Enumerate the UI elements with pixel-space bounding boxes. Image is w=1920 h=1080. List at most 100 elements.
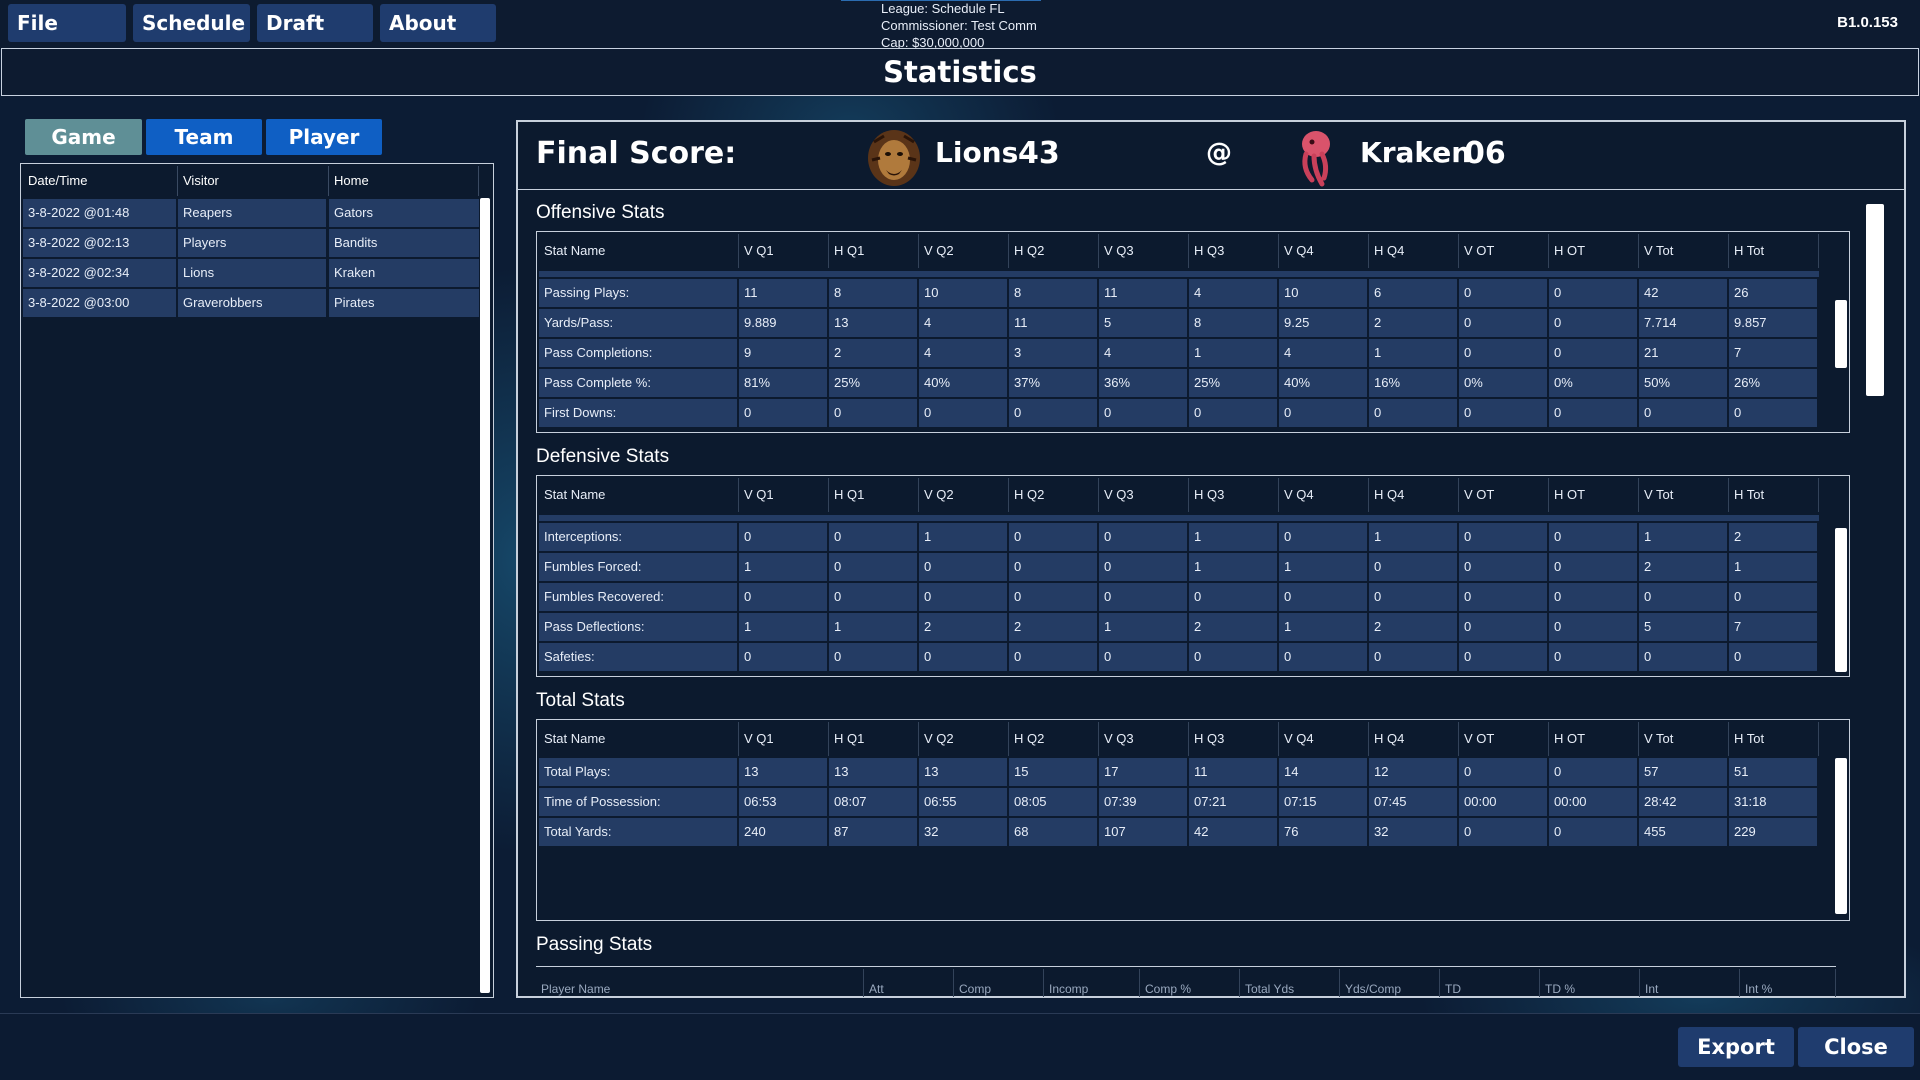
column-header-h-q1[interactable]: H Q1 <box>829 478 919 512</box>
salary-cap: Cap: $30,000,000 <box>881 35 985 50</box>
column-header-stat-name[interactable]: Stat Name <box>539 722 739 756</box>
top-menu-bar: File Schedule Draft About League: Schedu… <box>0 0 1920 50</box>
stat-value-cell: 0 <box>1459 553 1547 581</box>
column-header-int[interactable]: Int <box>1640 969 1740 997</box>
column-header-v-q1[interactable]: V Q1 <box>739 478 829 512</box>
column-header-v-q3[interactable]: V Q3 <box>1099 478 1189 512</box>
game-datetime: 3-8-2022 @02:34 <box>23 259 176 287</box>
total-scrollbar[interactable] <box>1835 758 1847 914</box>
commissioner-name: Commissioner: Test Comm <box>881 18 1037 33</box>
column-header-v-q1[interactable]: V Q1 <box>739 234 829 268</box>
game-stats-panel: Final Score: Lions 43 @ Kraken 06 Offens… <box>516 120 1906 998</box>
stat-value-cell: 0 <box>1459 613 1547 641</box>
game-row[interactable]: 3-8-2022 @01:48 Reapers Gators <box>23 199 479 227</box>
game-row[interactable]: 3-8-2022 @02:34 Lions Kraken <box>23 259 479 287</box>
column-header-v-q3[interactable]: V Q3 <box>1099 722 1189 756</box>
column-header-h-tot[interactable]: H Tot <box>1729 478 1819 512</box>
defensive-scrollbar[interactable] <box>1835 528 1847 672</box>
stats-panel-scrollbar[interactable] <box>1866 204 1884 396</box>
visitor-score: 43 <box>1018 136 1060 171</box>
column-header-total-yds[interactable]: Total Yds <box>1240 969 1340 997</box>
column-header-stat-name[interactable]: Stat Name <box>539 478 739 512</box>
column-header-h-q1[interactable]: H Q1 <box>829 722 919 756</box>
stat-value-cell: 5 <box>1639 613 1727 641</box>
game-home: Gators <box>329 199 479 227</box>
column-header-v-ot[interactable]: V OT <box>1459 234 1549 268</box>
column-header-td-pct[interactable]: TD % <box>1540 969 1640 997</box>
column-header-h-ot[interactable]: H OT <box>1549 234 1639 268</box>
column-header-v-tot[interactable]: V Tot <box>1639 478 1729 512</box>
games-scrollbar[interactable] <box>480 198 490 993</box>
column-header-player-name[interactable]: Player Name <box>536 969 864 997</box>
column-header-h-ot[interactable]: H OT <box>1549 722 1639 756</box>
table-row: Total Yards: 240 87 32 68 107 42 76 32 0… <box>539 818 1819 846</box>
game-row[interactable]: 3-8-2022 @02:13 Players Bandits <box>23 229 479 257</box>
bottom-action-bar: Export Close <box>0 1013 1920 1080</box>
column-header-datetime[interactable]: Date/Time <box>23 166 178 196</box>
column-header-h-tot[interactable]: H Tot <box>1729 234 1819 268</box>
draft-menu-button[interactable]: Draft <box>257 4 373 42</box>
column-header-visitor[interactable]: Visitor <box>178 166 329 196</box>
stat-value-cell: 40% <box>919 369 1007 397</box>
file-menu-button[interactable]: File <box>8 4 126 42</box>
stat-value-cell: 11 <box>739 279 827 307</box>
stat-value-cell: 0 <box>829 523 917 551</box>
column-header-comp[interactable]: Comp <box>954 969 1044 997</box>
column-header-v-q1[interactable]: V Q1 <box>739 722 829 756</box>
stat-value-cell: 68 <box>1009 818 1097 846</box>
stat-value-cell: 42 <box>1189 818 1277 846</box>
column-header-v-q4[interactable]: V Q4 <box>1279 234 1369 268</box>
tab-team[interactable]: Team <box>146 119 262 155</box>
column-header-v-q4[interactable]: V Q4 <box>1279 478 1369 512</box>
column-header-h-q2[interactable]: H Q2 <box>1009 722 1099 756</box>
schedule-menu-button[interactable]: Schedule <box>133 4 250 42</box>
tab-player[interactable]: Player <box>266 119 382 155</box>
about-menu-button[interactable]: About <box>380 4 496 42</box>
export-button[interactable]: Export <box>1678 1027 1794 1067</box>
tab-game[interactable]: Game <box>25 119 142 155</box>
column-header-v-q2[interactable]: V Q2 <box>919 722 1009 756</box>
stat-value-cell: 0 <box>739 643 827 671</box>
column-header-td[interactable]: TD <box>1440 969 1540 997</box>
column-header-v-ot[interactable]: V OT <box>1459 478 1549 512</box>
column-header-h-q3[interactable]: H Q3 <box>1189 722 1279 756</box>
table-row: Fumbles Forced: 1 0 0 0 0 1 1 0 0 0 2 1 <box>539 553 1819 581</box>
column-header-att[interactable]: Att <box>864 969 954 997</box>
stat-value-cell: 1 <box>919 523 1007 551</box>
stat-value-cell: 25% <box>1189 369 1277 397</box>
column-header-incomp[interactable]: Incomp <box>1044 969 1140 997</box>
offensive-scrollbar[interactable] <box>1835 300 1847 368</box>
column-header-h-q3[interactable]: H Q3 <box>1189 478 1279 512</box>
column-header-v-ot[interactable]: V OT <box>1459 722 1549 756</box>
column-header-v-q2[interactable]: V Q2 <box>919 234 1009 268</box>
column-header-h-q4[interactable]: H Q4 <box>1369 234 1459 268</box>
column-header-h-q2[interactable]: H Q2 <box>1009 478 1099 512</box>
close-button[interactable]: Close <box>1798 1027 1914 1067</box>
column-header-int-pct[interactable]: Int % <box>1740 969 1836 997</box>
column-header-h-q3[interactable]: H Q3 <box>1189 234 1279 268</box>
column-header-comp-pct[interactable]: Comp % <box>1140 969 1240 997</box>
column-header-h-q2[interactable]: H Q2 <box>1009 234 1099 268</box>
column-header-h-q4[interactable]: H Q4 <box>1369 478 1459 512</box>
stat-name-cell: Total Yards: <box>539 818 737 846</box>
stat-value-cell: 1 <box>1189 553 1277 581</box>
column-header-v-q3[interactable]: V Q3 <box>1099 234 1189 268</box>
game-row[interactable]: 3-8-2022 @03:00 Graverobbers Pirates <box>23 289 479 317</box>
column-header-home[interactable]: Home <box>329 166 479 196</box>
column-header-h-tot[interactable]: H Tot <box>1729 722 1819 756</box>
stat-value-cell: 4 <box>1099 339 1187 367</box>
column-header-yds-comp[interactable]: Yds/Comp <box>1340 969 1440 997</box>
column-header-h-q1[interactable]: H Q1 <box>829 234 919 268</box>
column-header-h-q4[interactable]: H Q4 <box>1369 722 1459 756</box>
stat-value-cell: 1 <box>1189 523 1277 551</box>
column-header-h-ot[interactable]: H OT <box>1549 478 1639 512</box>
column-header-stat-name[interactable]: Stat Name <box>539 234 739 268</box>
stat-value-cell: 81% <box>739 369 827 397</box>
column-header-v-q2[interactable]: V Q2 <box>919 478 1009 512</box>
stat-value-cell: 2 <box>1189 613 1277 641</box>
column-header-v-q4[interactable]: V Q4 <box>1279 722 1369 756</box>
stat-value-cell: 229 <box>1729 818 1817 846</box>
column-header-v-tot[interactable]: V Tot <box>1639 234 1729 268</box>
column-header-v-tot[interactable]: V Tot <box>1639 722 1729 756</box>
table-row: Pass Deflections: 1 1 2 2 1 2 1 2 0 0 5 … <box>539 613 1819 641</box>
